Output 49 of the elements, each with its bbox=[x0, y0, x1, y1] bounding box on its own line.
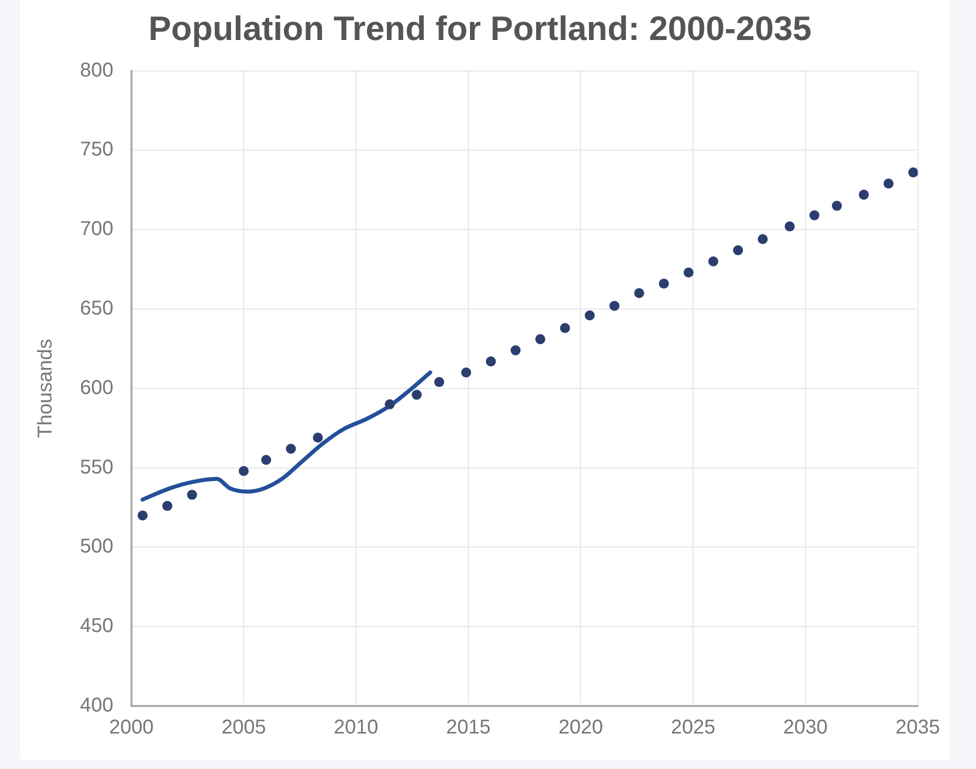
point bbox=[286, 444, 296, 454]
x-tick-label: 2010 bbox=[334, 716, 378, 739]
y-tick-label: 800 bbox=[80, 59, 114, 82]
point bbox=[312, 432, 323, 443]
y-tick-label: 750 bbox=[80, 138, 114, 161]
point bbox=[684, 267, 694, 278]
point bbox=[434, 377, 444, 388]
x-tick-label: 2035 bbox=[896, 716, 940, 739]
point bbox=[809, 210, 820, 220]
point bbox=[535, 334, 546, 344]
point bbox=[162, 500, 172, 511]
point bbox=[634, 288, 644, 298]
x-tick-label: 2005 bbox=[221, 716, 266, 739]
y-tick-label: 700 bbox=[80, 218, 114, 240]
chart-title: Population Trend for Portland: 2000-2035 bbox=[148, 10, 812, 48]
point bbox=[461, 368, 472, 378]
line-series bbox=[140, 370, 432, 502]
y-tick-label: 650 bbox=[80, 298, 114, 320]
x-tick-label: 2025 bbox=[670, 716, 716, 739]
y-tick-label: 600 bbox=[80, 376, 114, 399]
point bbox=[733, 245, 744, 256]
point bbox=[658, 278, 669, 289]
point bbox=[486, 356, 496, 366]
point bbox=[609, 300, 620, 311]
x-tick-label: 2030 bbox=[783, 716, 828, 739]
point bbox=[238, 466, 249, 476]
point bbox=[884, 178, 894, 189]
x-tick-label: 2000 bbox=[109, 716, 154, 739]
point bbox=[510, 345, 521, 356]
point bbox=[412, 390, 422, 400]
point bbox=[138, 510, 148, 520]
point bbox=[708, 256, 718, 266]
y-tick-label: 400 bbox=[80, 694, 114, 717]
point bbox=[560, 323, 570, 334]
point bbox=[261, 454, 272, 465]
point bbox=[832, 200, 842, 211]
y-tick-label: 550 bbox=[80, 456, 114, 478]
x-tick-label: 2015 bbox=[446, 716, 491, 739]
y-tick-label: 500 bbox=[80, 536, 114, 558]
point bbox=[187, 490, 198, 500]
point bbox=[858, 190, 869, 200]
point bbox=[384, 399, 395, 410]
point bbox=[758, 234, 768, 244]
y-axis-title: Thousands bbox=[34, 338, 57, 438]
x-tick-label: 2020 bbox=[558, 716, 603, 739]
y-tick-label: 450 bbox=[80, 615, 114, 638]
point bbox=[584, 310, 595, 320]
point bbox=[908, 167, 918, 178]
point bbox=[784, 221, 795, 232]
